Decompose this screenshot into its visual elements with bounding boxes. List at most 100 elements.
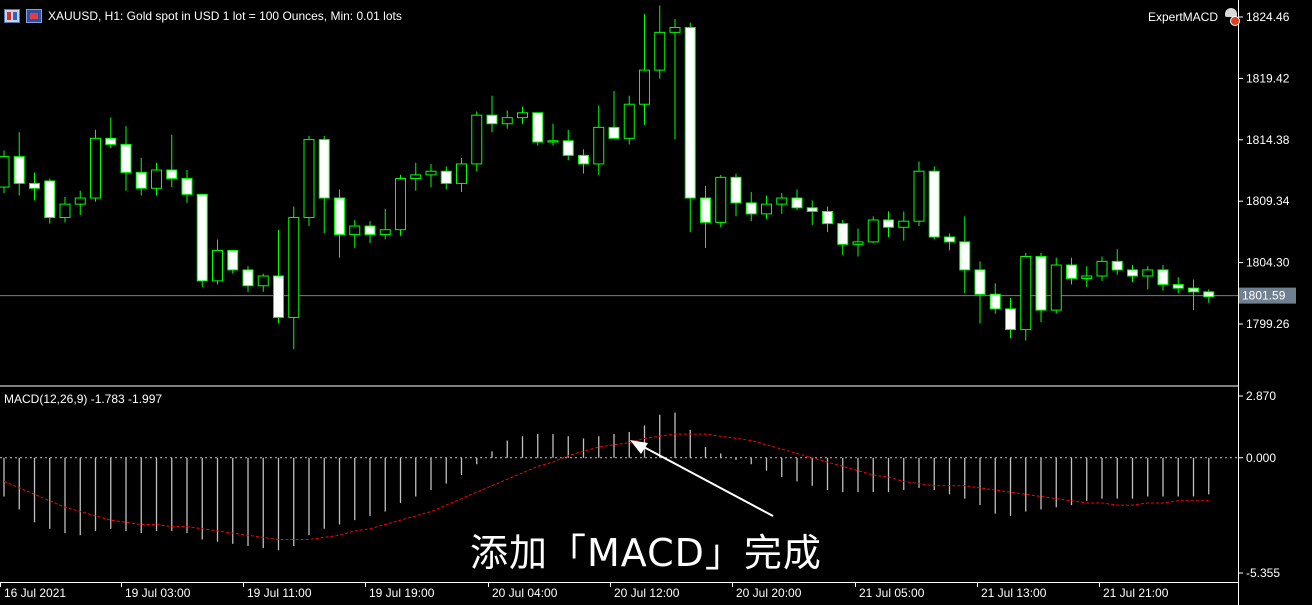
candle-bearish [806,207,818,212]
candle-bearish [273,275,284,318]
candle-bullish [151,169,162,189]
time-tick-label: 21 Jul 05:00 [859,586,925,600]
candle-bearish [974,269,986,295]
candle-bullish [1050,264,1062,311]
candle-bullish [776,197,788,205]
current-price-box [1239,287,1296,304]
candle-bullish [257,275,269,287]
time-tick-label: 21 Jul 13:00 [981,586,1047,600]
candle-bearish [578,154,589,165]
candle-bullish [913,170,925,222]
candle-bearish [227,249,239,271]
candle-bearish [928,170,940,238]
candle-bullish [1081,275,1093,279]
candle-bullish [349,225,361,236]
candle-bullish [425,170,437,176]
candle-bullish [501,117,513,125]
candle-bearish [120,143,132,173]
macd-signal-line [3,433,1209,541]
time-tick-label: 20 Jul 20:00 [736,586,802,600]
price-tick-label: 1824.46 [1246,10,1290,24]
candle-bearish [196,193,208,282]
time-tick-label: 16 Jul 2021 [4,586,66,600]
candle-bearish [822,210,833,225]
time-tick-label: 19 Jul 03:00 [125,586,191,600]
candle-bullish [456,163,467,184]
candle-bearish [684,26,696,199]
price-tick-label: 1819.42 [1246,71,1290,85]
candle-bullish [547,140,559,143]
candle-bullish [593,126,605,165]
candle-bearish [486,114,498,125]
candle-bullish [654,31,666,71]
candle-bearish [837,223,849,245]
candle-bullish [212,249,223,282]
candle-bullish [1020,256,1032,331]
symbol-description: XAUUSD, H1: Gold spot in USD 1 lot = 100… [48,9,402,23]
candle-bullish [669,26,681,33]
candle-bearish [1005,308,1016,331]
time-tick-label: 19 Jul 11:00 [247,586,312,600]
candle-bullish [1096,260,1108,277]
candle-bearish [989,293,1001,310]
candle-bearish [562,140,574,156]
candle-bearish [242,269,254,287]
candle-bullish [410,174,422,180]
candle-bullish [74,197,86,205]
candle-bearish [135,171,147,189]
time-tick-label: 21 Jul 21:00 [1103,586,1169,600]
candle-bearish [166,169,178,180]
candle-bullish [517,112,528,119]
candle-bullish [395,178,406,231]
time-tick-label: 20 Jul 12:00 [614,586,680,600]
candle-bearish [745,202,757,215]
candle-bullish [623,103,635,139]
candle-bearish [318,139,330,199]
candle-bullish [761,203,772,215]
candle-bullish [471,114,483,165]
current-price-label: 1801.59 [1242,289,1286,303]
window-tile-icon[interactable] [4,9,20,23]
candle-bullish [90,137,101,199]
candle-bearish [44,180,56,219]
macd-tick-label: 0.000 [1246,451,1276,465]
expert-advisor-indicator[interactable]: ExpertMACD [1148,7,1240,27]
price-tick-label: 1809.34 [1246,194,1290,208]
candle-bearish [13,156,25,184]
candle-bearish [364,225,376,236]
candle-bearish [730,176,742,204]
expert-advisor-hat-icon[interactable] [1222,8,1240,26]
macd-tick-label: 2.870 [1246,389,1276,403]
candle-bearish [1157,269,1169,286]
candle-bearish [944,236,955,243]
expert-name: ExpertMACD [1147,10,1218,24]
price-tick-label: 1799.26 [1246,317,1290,331]
annotation-text: 添加「MACD」完成 [470,531,822,575]
price-tick-label: 1814.38 [1246,133,1290,147]
candle-bearish [532,112,544,143]
chart-window-icon[interactable] [26,9,42,23]
candle-bearish [1066,264,1077,279]
candle-bearish [334,197,345,236]
candle-bearish [1127,269,1138,277]
candle-bullish [1142,269,1154,277]
time-tick-label: 20 Jul 04:00 [492,586,558,600]
chart-header: XAUUSD, H1: Gold spot in USD 1 lot = 100… [4,7,402,25]
candle-bullish [379,229,391,236]
candle-bearish [700,197,711,223]
candle-bearish [1035,256,1047,311]
candle-bullish [303,139,315,219]
time-tick-label: 19 Jul 19:00 [369,586,435,600]
macd-tick-label: -5.355 [1246,566,1280,580]
candle-bullish [852,241,864,245]
annotation-arrow-line [639,444,774,517]
candle-bullish [288,217,300,318]
candle-bullish [59,203,71,219]
candle-bearish [883,219,894,228]
candle-bullish [715,176,727,223]
price-tick-label: 1804.30 [1246,256,1290,270]
candle-bullish [898,220,910,228]
candle-bearish [1172,284,1184,289]
annotation-arrow-head [630,440,648,454]
